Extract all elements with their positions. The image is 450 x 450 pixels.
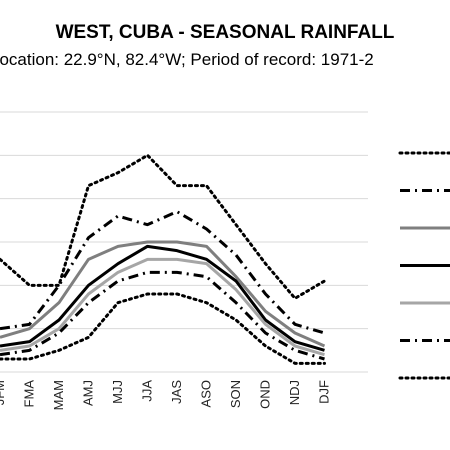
x-tick-label: OND (258, 380, 273, 409)
chart-subtitle: Location: 22.9°N, 82.4°W; Period of reco… (0, 50, 374, 69)
series-line-5 (0, 257, 325, 357)
x-tick-label: FMA (22, 380, 37, 408)
x-tick-label: NDJ (287, 380, 302, 405)
series-line-2 (0, 210, 325, 335)
x-tick-label: SON (228, 380, 243, 408)
x-tick-label: JAS (169, 380, 184, 404)
series-line-4 (0, 244, 325, 352)
chart-title: WEST, CUBA - SEASONAL RAINFALL (55, 22, 395, 43)
series-line-3 (0, 240, 326, 348)
legend (398, 151, 450, 380)
series-line-7 (0, 292, 326, 365)
x-tick-label: ASO (199, 380, 214, 407)
x-tick-label: DJF (317, 380, 332, 404)
x-tick-label: MJJ (110, 380, 125, 404)
x-tick-label: JFM (0, 380, 7, 405)
series-lines (0, 153, 326, 365)
x-tick-label: AMJ (81, 380, 96, 406)
x-axis-ticks: JFM FMA MAM AMJ MJJ JJA JAS ASO SON OND NDJ DJF (0, 380, 332, 411)
x-tick-label: MAM (51, 380, 66, 410)
series-line-1 (0, 153, 326, 300)
x-tick-label: JJA (140, 380, 155, 402)
